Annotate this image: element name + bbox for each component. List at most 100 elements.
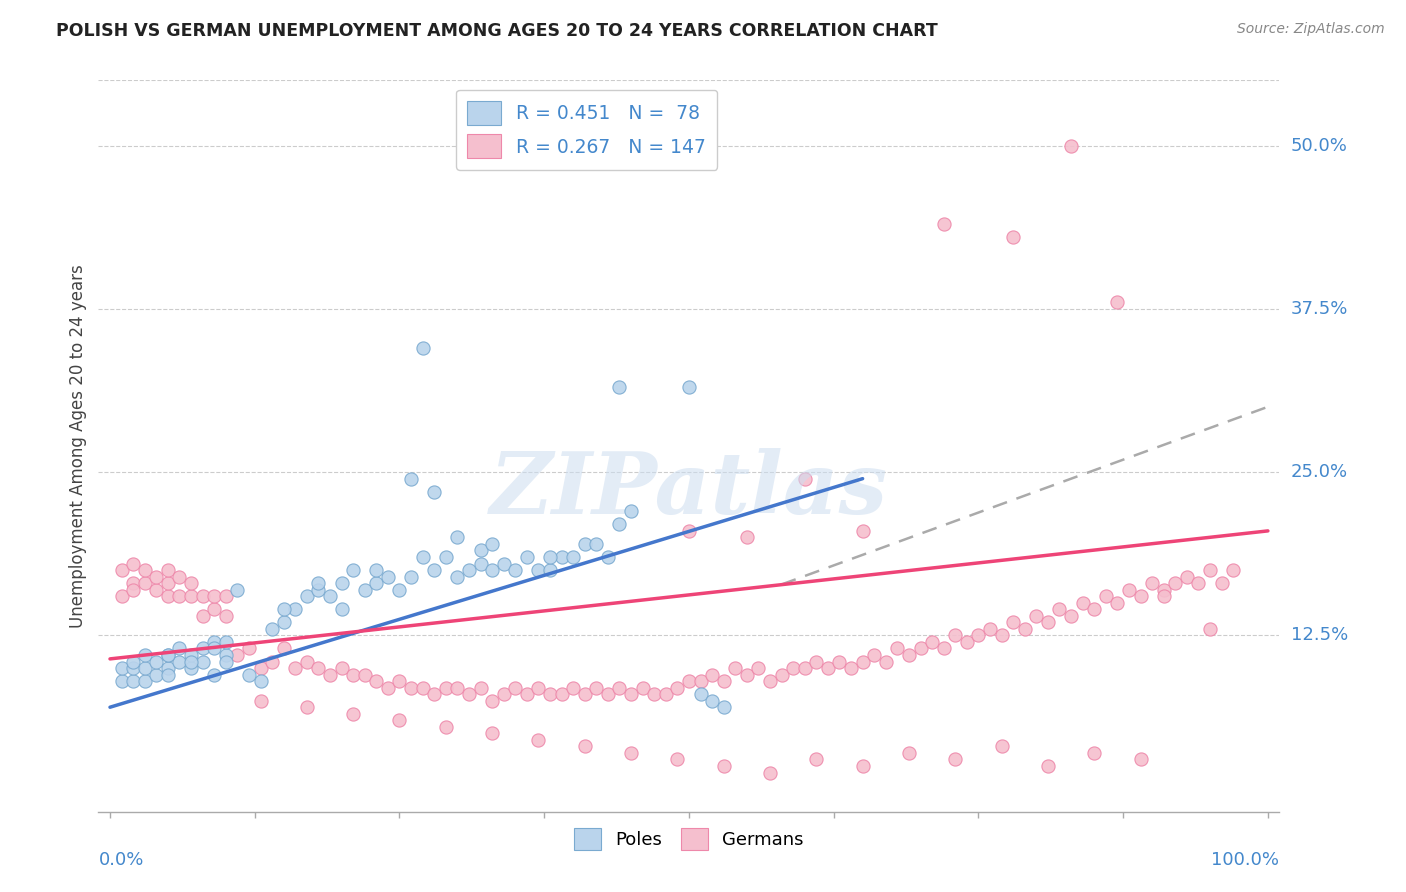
Point (585, 537, 607, 551)
Point (191, 608, 214, 623)
Point (180, 576, 202, 591)
Point (156, 563, 179, 577)
Point (550, 549, 572, 564)
Point (134, 563, 156, 577)
Point (295, 655, 318, 669)
Point (145, 582, 167, 597)
Point (620, 687, 643, 701)
Point (852, 524, 875, 538)
Point (596, 549, 619, 564)
Point (886, 641, 908, 656)
Text: 37.5%: 37.5% (1291, 300, 1348, 318)
Point (273, 615, 295, 630)
Point (134, 674, 156, 689)
Point (700, 667, 723, 681)
Point (122, 655, 145, 669)
Text: 0.0%: 0.0% (98, 851, 143, 869)
Point (527, 563, 550, 577)
Point (1199, 563, 1222, 577)
Point (1002, 230, 1025, 244)
Point (156, 661, 179, 675)
Point (226, 582, 249, 597)
Point (399, 472, 422, 486)
Point (388, 674, 411, 689)
Point (249, 674, 271, 689)
Point (399, 569, 422, 583)
Point (1199, 622, 1222, 636)
Point (932, 641, 955, 656)
Point (249, 661, 271, 675)
Point (273, 602, 295, 616)
Point (643, 687, 665, 701)
Point (713, 700, 735, 714)
Point (562, 549, 585, 564)
Point (215, 635, 238, 649)
Point (700, 694, 723, 708)
Point (412, 681, 434, 695)
Point (342, 706, 364, 721)
Point (596, 687, 619, 701)
Point (330, 576, 353, 591)
Point (215, 648, 238, 662)
Point (943, 752, 966, 766)
Point (492, 557, 515, 571)
Point (412, 341, 434, 355)
Point (1107, 596, 1129, 610)
Point (446, 569, 468, 583)
Point (620, 504, 643, 518)
Point (458, 563, 481, 577)
Point (678, 524, 700, 538)
Point (262, 622, 284, 636)
Point (678, 674, 700, 689)
Point (574, 537, 596, 551)
Text: ZIPatlas: ZIPatlas (489, 448, 889, 532)
Point (921, 635, 943, 649)
Point (156, 667, 179, 681)
Point (817, 661, 839, 675)
Point (689, 687, 711, 701)
Point (423, 484, 446, 499)
Point (967, 628, 990, 642)
Point (897, 746, 920, 760)
Point (262, 655, 284, 669)
Point (1060, 138, 1083, 153)
Point (852, 655, 875, 669)
Point (377, 681, 399, 695)
Point (134, 576, 156, 591)
Point (169, 641, 191, 656)
Point (655, 687, 678, 701)
Point (366, 674, 388, 689)
Point (538, 549, 561, 564)
Point (782, 661, 804, 675)
Point (388, 714, 411, 728)
Point (1025, 608, 1047, 623)
Point (145, 655, 167, 669)
Point (295, 589, 318, 603)
Point (1187, 576, 1209, 591)
Point (330, 661, 353, 675)
Point (527, 732, 550, 747)
Point (412, 549, 434, 564)
Point (169, 655, 191, 669)
Point (678, 380, 700, 394)
Point (481, 726, 503, 740)
Point (1153, 582, 1175, 597)
Point (122, 674, 145, 689)
Point (458, 687, 481, 701)
Point (770, 667, 793, 681)
Point (434, 549, 457, 564)
Point (1140, 576, 1163, 591)
Point (689, 674, 711, 689)
Point (990, 628, 1012, 642)
Point (481, 537, 503, 551)
Point (1118, 582, 1140, 597)
Point (169, 569, 191, 583)
Point (793, 472, 815, 486)
Text: 50.0%: 50.0% (1291, 136, 1347, 154)
Point (110, 674, 132, 689)
Point (319, 667, 342, 681)
Point (828, 655, 851, 669)
Point (839, 661, 862, 675)
Point (875, 655, 897, 669)
Point (238, 641, 260, 656)
